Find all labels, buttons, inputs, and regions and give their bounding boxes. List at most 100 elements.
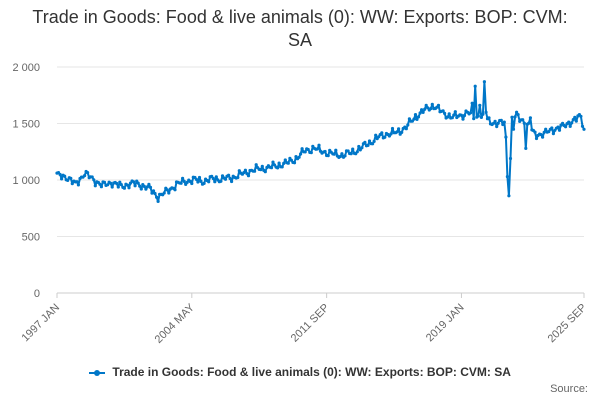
data-point[interactable]: [207, 180, 211, 184]
data-point[interactable]: [185, 180, 189, 184]
data-point[interactable]: [462, 113, 467, 118]
data-point[interactable]: [404, 127, 408, 131]
data-point[interactable]: [557, 128, 562, 132]
data-point[interactable]: [542, 130, 546, 134]
data-point[interactable]: [510, 115, 514, 119]
data-point[interactable]: [182, 179, 186, 183]
legend[interactable]: Trade in Goods: Food & live animals (0):…: [0, 365, 600, 379]
data-point[interactable]: [580, 124, 585, 128]
data-point[interactable]: [389, 132, 393, 136]
data-point[interactable]: [421, 110, 425, 114]
data-point[interactable]: [162, 191, 166, 195]
data-point[interactable]: [326, 154, 330, 158]
data-point[interactable]: [571, 118, 575, 122]
data-point[interactable]: [66, 178, 70, 182]
data-point[interactable]: [219, 179, 223, 183]
data-point[interactable]: [317, 143, 321, 147]
data-point[interactable]: [237, 169, 241, 173]
data-point[interactable]: [579, 114, 583, 118]
data-point[interactable]: [505, 175, 509, 179]
data-point[interactable]: [297, 155, 301, 159]
data-point[interactable]: [210, 174, 214, 178]
data-point[interactable]: [469, 111, 473, 115]
data-point[interactable]: [76, 183, 80, 187]
data-point[interactable]: [69, 176, 73, 180]
data-point[interactable]: [367, 139, 372, 143]
data-point[interactable]: [165, 188, 169, 192]
data-point[interactable]: [315, 147, 319, 151]
data-point[interactable]: [303, 150, 307, 154]
data-point[interactable]: [351, 147, 355, 151]
data-point[interactable]: [447, 112, 451, 116]
data-point[interactable]: [400, 130, 404, 134]
data-point[interactable]: [242, 171, 246, 175]
data-point[interactable]: [407, 117, 411, 121]
data-point[interactable]: [213, 180, 217, 184]
data-point[interactable]: [263, 170, 267, 174]
data-point[interactable]: [202, 181, 206, 185]
data-point[interactable]: [416, 115, 421, 119]
data-point[interactable]: [63, 174, 67, 178]
data-point[interactable]: [277, 161, 281, 165]
data-point[interactable]: [390, 126, 395, 131]
data-point[interactable]: [349, 152, 353, 156]
data-point[interactable]: [75, 180, 79, 184]
data-point[interactable]: [338, 154, 342, 159]
data-point[interactable]: [259, 168, 263, 172]
data-point[interactable]: [119, 183, 123, 187]
data-point[interactable]: [102, 180, 107, 184]
data-point[interactable]: [83, 174, 87, 178]
data-point[interactable]: [343, 154, 347, 158]
data-point[interactable]: [99, 185, 103, 189]
data-point[interactable]: [479, 115, 483, 119]
data-point[interactable]: [70, 182, 74, 186]
data-point[interactable]: [334, 148, 338, 152]
data-point[interactable]: [211, 176, 215, 181]
data-point[interactable]: [115, 181, 119, 186]
data-point[interactable]: [92, 178, 96, 182]
data-point[interactable]: [214, 175, 218, 179]
data-point[interactable]: [227, 173, 231, 177]
data-point[interactable]: [363, 140, 367, 144]
data-point[interactable]: [487, 116, 491, 120]
data-point[interactable]: [194, 177, 198, 181]
data-point[interactable]: [93, 184, 97, 188]
data-point[interactable]: [122, 186, 126, 190]
data-point[interactable]: [550, 126, 554, 130]
data-point[interactable]: [253, 169, 257, 173]
data-point[interactable]: [86, 171, 90, 175]
data-point[interactable]: [58, 172, 62, 177]
data-point[interactable]: [570, 121, 574, 125]
data-point[interactable]: [199, 179, 203, 183]
data-point[interactable]: [441, 109, 445, 113]
data-point[interactable]: [495, 125, 499, 129]
data-point[interactable]: [430, 102, 434, 106]
data-point[interactable]: [413, 113, 418, 117]
data-point[interactable]: [511, 127, 516, 131]
data-point[interactable]: [309, 151, 313, 155]
data-point[interactable]: [246, 174, 251, 178]
data-point[interactable]: [60, 177, 64, 181]
data-point[interactable]: [197, 175, 202, 180]
data-point[interactable]: [276, 166, 280, 170]
data-point[interactable]: [472, 117, 476, 121]
data-point[interactable]: [151, 189, 156, 193]
data-point[interactable]: [547, 130, 551, 134]
data-point[interactable]: [383, 135, 387, 139]
data-point[interactable]: [282, 161, 286, 165]
data-point[interactable]: [551, 132, 556, 136]
data-point[interactable]: [423, 107, 427, 111]
data-point[interactable]: [443, 111, 447, 115]
data-point[interactable]: [181, 176, 185, 180]
data-point[interactable]: [521, 118, 525, 122]
data-point[interactable]: [395, 130, 399, 134]
data-point[interactable]: [138, 184, 142, 188]
data-point[interactable]: [424, 103, 428, 107]
data-point[interactable]: [544, 127, 548, 131]
data-point[interactable]: [524, 146, 528, 150]
data-point[interactable]: [340, 152, 344, 156]
data-point[interactable]: [459, 113, 463, 117]
data-point[interactable]: [406, 123, 410, 127]
data-point[interactable]: [139, 187, 143, 191]
data-point[interactable]: [133, 184, 137, 188]
